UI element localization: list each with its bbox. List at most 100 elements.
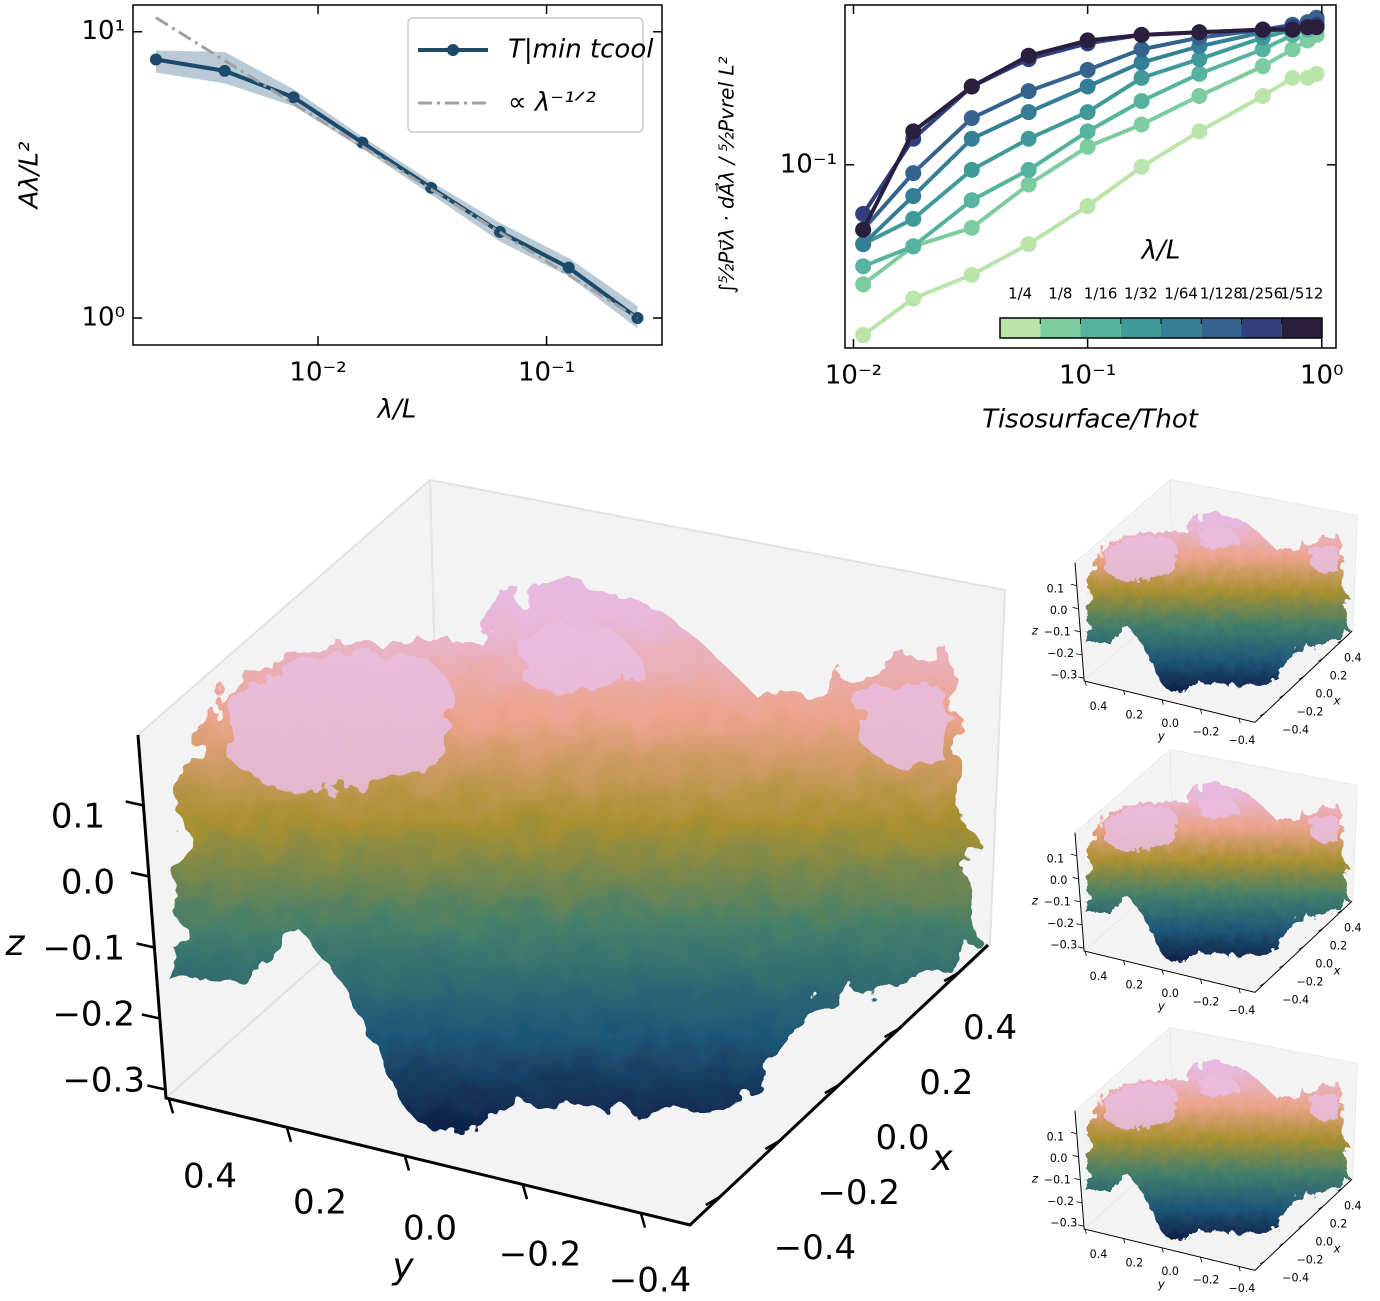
marker <box>905 290 922 307</box>
x-tick-label: 10⁰ <box>1300 361 1344 391</box>
x-tick-label: −0.4 <box>1282 1271 1309 1284</box>
marker <box>855 258 872 275</box>
marker <box>1133 158 1150 175</box>
x-tick-label: 0.4 <box>1344 652 1362 665</box>
x-tick-label: 0.0 <box>1315 1235 1333 1248</box>
x-tick <box>1259 982 1265 987</box>
z-axis-label: z <box>1031 624 1039 638</box>
plot-frame <box>132 4 663 346</box>
x-tick-label: 10⁻² <box>825 361 882 391</box>
marker <box>1133 93 1150 110</box>
z-tick-label: 0.0 <box>1050 604 1068 617</box>
y-tick <box>1161 1247 1164 1253</box>
y-tick <box>1161 699 1164 705</box>
z-tick <box>136 942 155 949</box>
z-tick <box>147 1084 166 1091</box>
y-tick-label: 0.4 <box>1090 970 1108 983</box>
marker <box>1079 104 1096 121</box>
colorbar-cell <box>1000 318 1041 338</box>
x-tick-label: 0.2 <box>1330 670 1348 683</box>
z-tick-label: −0.3 <box>62 1061 145 1101</box>
x-tick <box>1259 1260 1265 1265</box>
marker <box>1308 19 1325 36</box>
x-tick-label: 10⁻² <box>289 358 346 388</box>
marker <box>1020 161 1037 178</box>
x-tick-label: −0.4 <box>1282 723 1309 736</box>
marker <box>1079 32 1096 49</box>
marker <box>1133 116 1150 133</box>
marker <box>905 210 922 227</box>
marker <box>1191 51 1208 68</box>
legend-label: 1/32 <box>1124 285 1158 303</box>
legend-label: 1/64 <box>1164 285 1198 303</box>
legend-label: 1/128 <box>1200 285 1243 303</box>
marker <box>1254 41 1271 58</box>
y-tick-label: −0.2 <box>1193 995 1220 1008</box>
surface-panel: 0.4 0.2 0.0 −0.2 −0.4 x 0.4 0.2 0.0 −0.2 −0.4 y 0.1 0… <box>5 478 1017 1301</box>
x-tick <box>1318 658 1324 662</box>
colorbar-cell <box>1201 318 1242 338</box>
marker <box>356 136 369 149</box>
colorbar-cell <box>1241 318 1282 338</box>
z-tick <box>1077 1224 1084 1227</box>
y-tick <box>1238 1266 1241 1272</box>
legend-label: 1/8 <box>1048 285 1072 303</box>
marker <box>1191 87 1208 104</box>
z-tick <box>1077 946 1084 949</box>
marker <box>855 327 872 344</box>
y-tick-label: 0.2 <box>1126 709 1144 722</box>
z-tick <box>1072 607 1079 610</box>
z-axis-label: z <box>1031 1172 1039 1186</box>
x-tick-label: 10⁻¹ <box>518 358 575 388</box>
z-tick-label: 0.1 <box>51 797 105 837</box>
marker <box>1020 47 1037 64</box>
y-tick <box>639 1213 647 1229</box>
y-tick <box>1238 718 1241 724</box>
x-axis-label: x <box>1333 694 1342 708</box>
marker <box>1079 61 1096 78</box>
x-tick <box>1279 694 1285 698</box>
marker <box>1020 104 1037 121</box>
z-tick-label: −0.1 <box>1044 896 1071 909</box>
marker <box>905 188 922 205</box>
marker <box>1284 41 1301 58</box>
legend-label: ∝ λ⁻¹ᐟ² <box>508 88 596 118</box>
marker <box>1020 176 1037 193</box>
x-tick-label: −0.2 <box>1296 975 1323 988</box>
colorbar-cell <box>1040 318 1081 338</box>
marker <box>855 276 872 293</box>
x-tick <box>1279 1242 1285 1246</box>
x-tick <box>1318 1206 1324 1210</box>
marker <box>1308 65 1325 82</box>
x-tick <box>1337 1187 1343 1192</box>
marker <box>1191 65 1208 82</box>
z-tick <box>1077 676 1084 679</box>
x-tick-label: 0.0 <box>1315 687 1333 700</box>
x-tick <box>1318 928 1324 932</box>
marker <box>963 130 980 147</box>
y-tick <box>1161 969 1164 975</box>
z-tick-label: 0.0 <box>1050 874 1068 887</box>
marker <box>1254 58 1271 75</box>
z-tick-label: −0.2 <box>1047 917 1074 930</box>
y-axis-label: y <box>1157 1277 1166 1291</box>
surface-panel: 0.4 0.2 0.0 −0.2 −0.4 x 0.4 0.2 0.0 −0.2 −0.4 y 0.1 0… <box>1031 1027 1362 1295</box>
y-tick-label: −0.4 <box>1228 1282 1255 1295</box>
y-tick-label: 0.4 <box>1090 700 1108 713</box>
x-axis-label: x <box>1333 1242 1342 1256</box>
marker <box>1254 87 1271 104</box>
y-tick-label: 0.2 <box>1126 979 1144 992</box>
z-axis-label: z <box>5 923 26 964</box>
x-axis-label: x <box>930 1138 953 1179</box>
x-tick <box>1298 676 1304 680</box>
z-tick-label: 0.1 <box>1047 853 1065 866</box>
surface-panel: 0.4 0.2 0.0 −0.2 −0.4 x 0.4 0.2 0.0 −0.2 −0.4 y 0.1 0… <box>1031 479 1362 747</box>
y-tick <box>1123 960 1126 966</box>
x-tick-label: −0.4 <box>1282 993 1309 1006</box>
y-tick <box>1200 979 1203 985</box>
legend-label: 1/4 <box>1008 285 1032 303</box>
isosurface-highlight <box>1104 795 1340 851</box>
marker <box>1284 69 1301 86</box>
legend-label: T|min tcool <box>508 35 654 65</box>
x-tick-label: −0.2 <box>817 1173 900 1213</box>
